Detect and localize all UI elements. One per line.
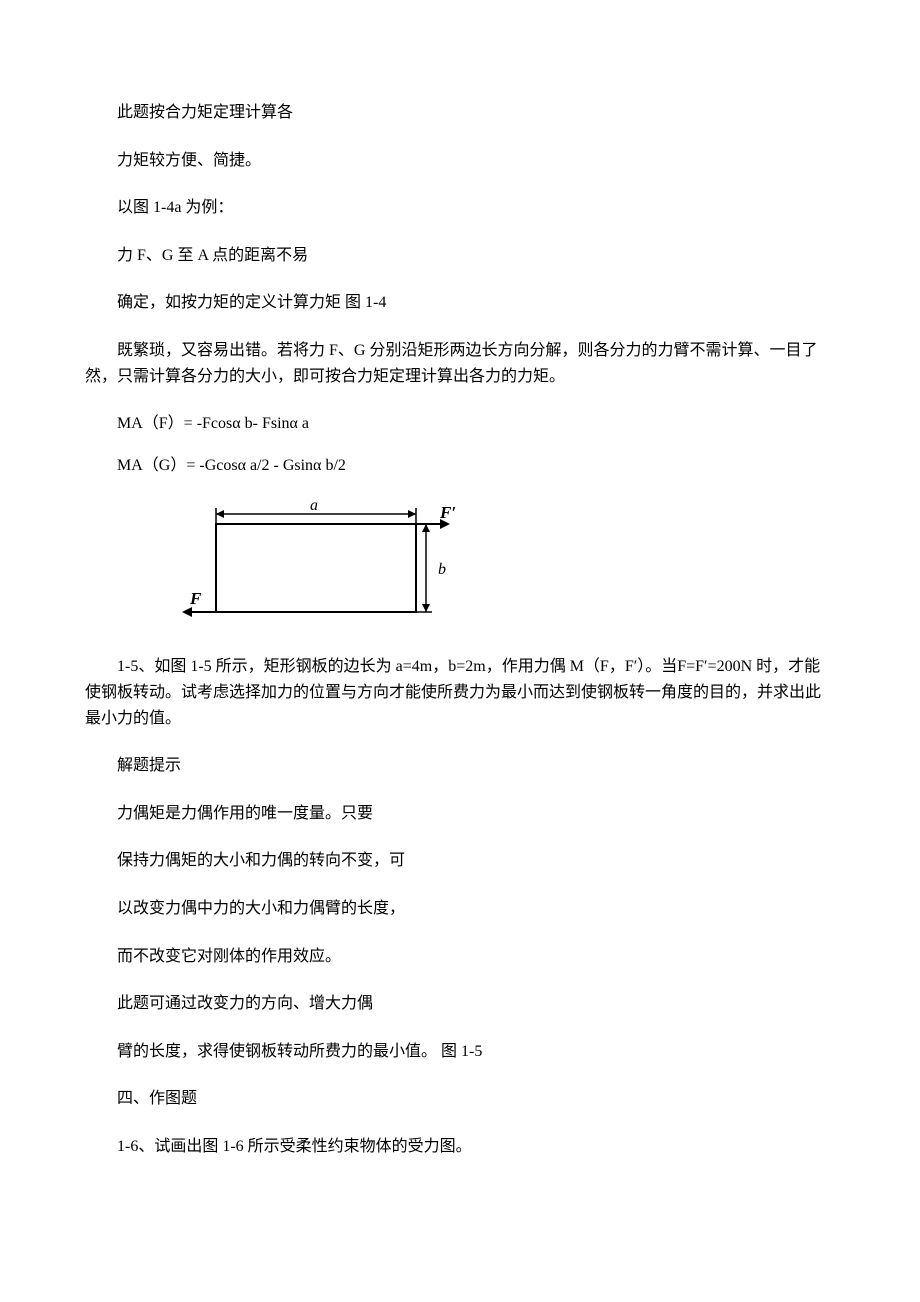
rectangle-diagram: a b F F′ bbox=[180, 496, 460, 626]
arrowhead-icon bbox=[422, 604, 430, 612]
paragraph: 以图 1-4a 为例： bbox=[85, 195, 835, 221]
paragraph: 而不改变它对刚体的作用效应。 bbox=[85, 944, 835, 970]
label-F: F bbox=[189, 589, 202, 608]
arrowhead-icon bbox=[216, 510, 224, 518]
page-container: 此题按合力矩定理计算各 力矩较方便、简捷。 以图 1-4a 为例： 力 F、G … bbox=[85, 100, 835, 1159]
label-a: a bbox=[310, 497, 318, 514]
formula: MA（F）= -Fcosα b- Fsinα a bbox=[85, 411, 835, 437]
steel-plate-rect bbox=[216, 524, 416, 612]
paragraph: 力 F、G 至 A 点的距离不易 bbox=[85, 243, 835, 269]
paragraph: 此题可通过改变力的方向、增大力偶 bbox=[85, 991, 835, 1017]
paragraph: 以改变力偶中力的大小和力偶臂的长度， bbox=[85, 896, 835, 922]
paragraph: 力矩较方便、简捷。 bbox=[85, 148, 835, 174]
arrowhead-icon bbox=[408, 510, 416, 518]
paragraph: 四、作图题 bbox=[85, 1086, 835, 1112]
paragraph: 1-6、试画出图 1-6 所示受柔性约束物体的受力图。 bbox=[85, 1134, 835, 1160]
paragraph: 解题提示 bbox=[85, 753, 835, 779]
paragraph: 保持力偶矩的大小和力偶的转向不变，可 bbox=[85, 848, 835, 874]
paragraph: 臂的长度，求得使钢板转动所费力的最小值。 图 1-5 bbox=[85, 1039, 835, 1065]
paragraph: 既繁琐，又容易出错。若将力 F、G 分别沿矩形两边长方向分解，则各分力的力臂不需… bbox=[85, 338, 835, 389]
arrowhead-icon bbox=[422, 524, 430, 532]
label-b: b bbox=[438, 561, 446, 578]
paragraph: 此题按合力矩定理计算各 bbox=[85, 100, 835, 126]
label-Fprime: F′ bbox=[439, 503, 456, 522]
paragraph: 1-5、如图 1-5 所示，矩形钢板的边长为 a=4m，b=2m，作用力偶 M（… bbox=[85, 654, 835, 731]
figure-1-5: a b F F′ bbox=[180, 496, 835, 626]
paragraph: 力偶矩是力偶作用的唯一度量。只要 bbox=[85, 801, 835, 827]
arrowhead-icon bbox=[182, 607, 192, 617]
formula: MA（G）= -Gcosα a/2 - Gsinα b/2 bbox=[85, 453, 835, 479]
paragraph: 确定，如按力矩的定义计算力矩 图 1-4 bbox=[85, 290, 835, 316]
